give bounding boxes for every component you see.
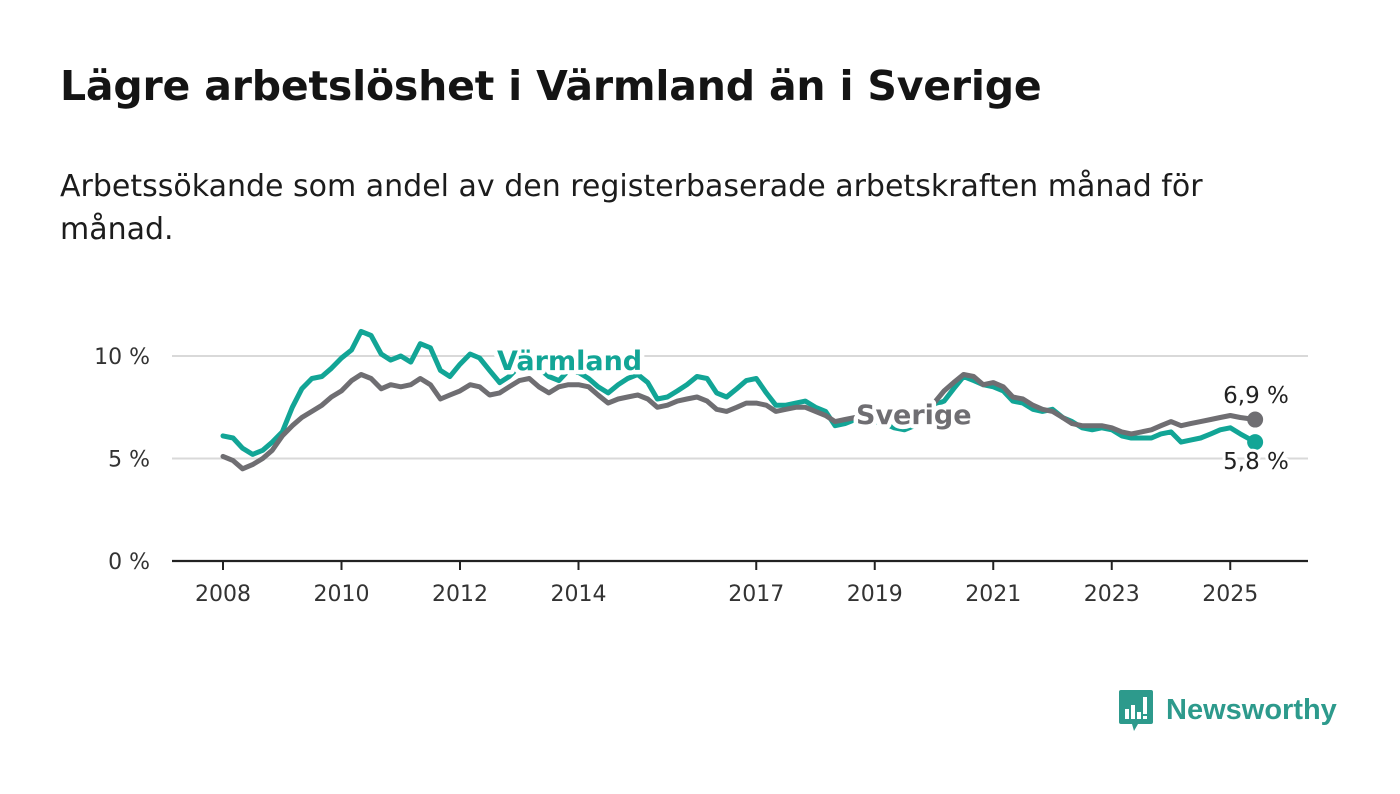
end-point-varmland (1247, 434, 1264, 451)
series-lines (220, 328, 1264, 472)
x-tick-label: 2010 (314, 582, 370, 607)
x-tick-label: 2025 (1202, 582, 1258, 607)
x-tick-label: 2008 (195, 582, 251, 607)
series-line-varmland (220, 328, 1258, 457)
newsworthy-logo: Newsworthy (1118, 688, 1337, 732)
y-axis-tick-labels: 0 % 5 % 10 % (94, 345, 150, 575)
series-labels: Värmland Sverige 6,9 % 5,8 % (493, 342, 1292, 479)
grid-lines (172, 355, 1308, 460)
x-tick-label: 2014 (551, 582, 607, 607)
y-tick-label: 5 % (108, 448, 150, 473)
y-tick-label: 10 % (94, 345, 150, 370)
y-tick-label: 0 % (108, 550, 150, 575)
series-label-sverige: Sverige (856, 400, 972, 431)
end-label-varmland: 5,8 % (1223, 449, 1289, 475)
newsworthy-logo-icon (1119, 690, 1153, 731)
x-tick-label: 2019 (847, 582, 903, 607)
x-tick-label: 2021 (965, 582, 1021, 607)
end-point-sverige (1247, 411, 1264, 428)
series-label-varmland: Värmland (497, 346, 642, 377)
x-axis (172, 559, 1308, 570)
chart-title: Lägre arbetslöshet i Värmland än i Sveri… (60, 62, 1042, 110)
x-axis-tick-labels: 2008 2010 2012 2014 2017 2019 2021 2023 2025 (195, 582, 1258, 607)
chart-subtitle: Arbetssökande som andel av den registerb… (60, 169, 1203, 247)
x-tick-label: 2017 (728, 582, 784, 607)
newsworthy-brand-name: Newsworthy (1166, 693, 1337, 726)
series-line-sverige (220, 372, 1258, 472)
x-tick-label: 2023 (1084, 582, 1140, 607)
end-label-sverige: 6,9 % (1223, 383, 1289, 409)
x-tick-label: 2012 (432, 582, 488, 607)
